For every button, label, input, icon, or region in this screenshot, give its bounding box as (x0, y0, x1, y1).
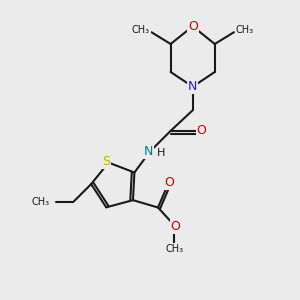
Text: CH₃: CH₃ (32, 197, 50, 207)
Text: O: O (171, 220, 181, 233)
Text: CH₃: CH₃ (165, 244, 183, 254)
Text: H: H (157, 148, 165, 158)
Text: N: N (144, 145, 153, 158)
Text: N: N (188, 80, 197, 93)
Text: CH₃: CH₃ (132, 25, 150, 35)
Text: S: S (102, 154, 110, 168)
Text: O: O (164, 176, 174, 189)
Text: CH₃: CH₃ (236, 25, 253, 35)
Text: O: O (188, 20, 198, 33)
Text: O: O (196, 124, 206, 137)
